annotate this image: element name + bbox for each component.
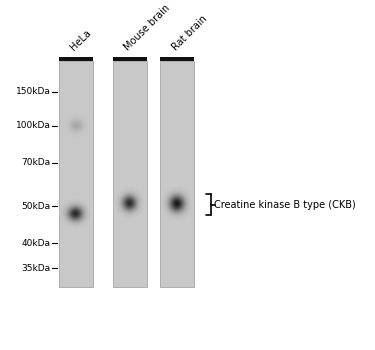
Bar [113, 61, 147, 287]
Text: 40kDa: 40kDa [21, 239, 50, 248]
Bar [59, 57, 93, 61]
Text: 50kDa: 50kDa [21, 202, 50, 211]
Text: 70kDa: 70kDa [21, 158, 50, 167]
Text: Rat brain: Rat brain [170, 14, 209, 53]
Text: Creatine kinase B type (CKB): Creatine kinase B type (CKB) [214, 199, 356, 210]
Bar [160, 61, 194, 287]
Bar [59, 61, 93, 287]
Bar [113, 57, 147, 61]
Bar [160, 57, 194, 61]
Text: 150kDa: 150kDa [15, 87, 50, 96]
Text: 35kDa: 35kDa [21, 264, 50, 273]
Text: HeLa: HeLa [69, 28, 93, 53]
Text: 100kDa: 100kDa [15, 121, 50, 130]
Text: Mouse brain: Mouse brain [123, 3, 172, 53]
